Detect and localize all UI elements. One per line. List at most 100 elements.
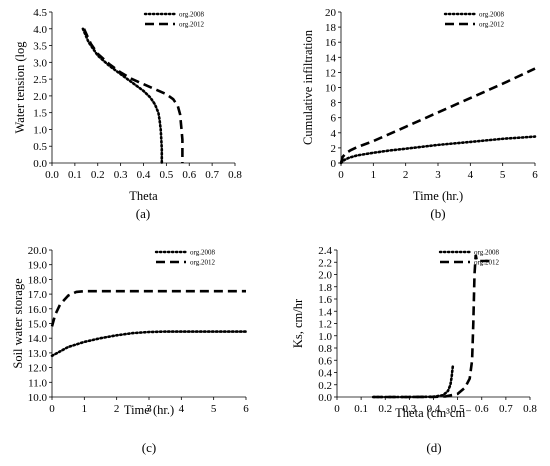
- x-tick-label: 0.5: [160, 169, 174, 181]
- x-axis-label: Theta: [129, 189, 158, 203]
- series-line-org-2012: [373, 254, 494, 399]
- y-axis-label: Cumulative infiltration: [301, 29, 315, 145]
- y-tick-label: 0: [331, 158, 337, 170]
- y-tick-label: 1.0: [33, 124, 47, 136]
- x-tick-label: 0.7: [205, 169, 219, 181]
- x-tick-label: 0.7: [499, 403, 513, 415]
- y-tick-label: 0.4: [318, 368, 332, 380]
- x-tick-label: 0.3: [403, 403, 417, 415]
- chart-panel-1: 0.0 0.1 0.2 0.3 0.4 0.5 0.6 0.7 0.8 0.0 0.5 1.0 1.5 2…: [13, 7, 242, 221]
- x-tick-label: 2: [403, 169, 409, 181]
- y-tick-label: 3.5: [33, 41, 47, 53]
- y-axis-label: Water tension (log: [13, 41, 27, 134]
- x-axis-label: Time (hr.): [124, 403, 174, 417]
- y-tick-label: 8: [331, 98, 337, 110]
- x-tick-label: 0.6: [475, 403, 489, 415]
- series-line-org-2008: [371, 365, 455, 399]
- x-tick-label: 0.4: [137, 169, 151, 181]
- x-tick-label: 0.8: [523, 403, 537, 415]
- y-tick-label: 10.0: [28, 392, 48, 404]
- y-axis-label: Soil water storage: [11, 278, 25, 369]
- y-tick-label: 2: [331, 143, 337, 155]
- y-tick-label: 1.0: [318, 331, 332, 343]
- y-tick-label: 17.0: [28, 289, 48, 301]
- y-tick-label: 0.0: [33, 158, 47, 170]
- x-tick-label: 4: [468, 169, 474, 181]
- y-tick-label: 16.0: [28, 304, 48, 316]
- x-tick-label: 0.3: [114, 169, 128, 181]
- x-tick-label: 0.2: [91, 169, 105, 181]
- y-tick-label: 4.0: [33, 24, 47, 36]
- x-tick-label: 0: [338, 169, 344, 181]
- y-tick-label: 0.6: [318, 355, 332, 367]
- x-tick-label: 2: [114, 403, 120, 415]
- y-tick-label: 12.0: [28, 363, 48, 375]
- y-tick-label: 4: [331, 128, 337, 140]
- panel-caption: (b): [430, 206, 445, 221]
- x-tick-label: 1: [82, 403, 88, 415]
- y-tick-label: 6: [331, 113, 337, 125]
- y-axis-label: Ks, cm/hr: [291, 298, 305, 348]
- y-tick-label: 20: [325, 7, 337, 19]
- panel-caption: (d): [426, 440, 441, 455]
- y-tick-label: 2.2: [318, 257, 332, 269]
- y-tick-label: 18.0: [28, 274, 48, 286]
- y-tick-label: 19.0: [28, 260, 48, 272]
- y-tick-label: 1.2: [318, 319, 332, 331]
- x-tick-label: 0: [49, 403, 55, 415]
- panel-caption: (a): [136, 206, 150, 221]
- series-line-org-2012: [339, 67, 536, 164]
- y-tick-label: 0.2: [318, 380, 332, 392]
- legend-label: org.2008: [190, 249, 215, 257]
- y-tick-label: 14.0: [28, 333, 48, 345]
- y-tick-label: 3.0: [33, 57, 47, 69]
- legend-label: org.2012: [190, 259, 215, 267]
- legend-label: org.2012: [479, 21, 504, 29]
- legend-label: org.2008: [474, 249, 499, 257]
- x-tick-label: 0.8: [228, 169, 242, 181]
- x-tick-label: 0.2: [378, 403, 392, 415]
- chart-panel-4: 0 0.1 0.2 0.3 0.4 0.5 0.6 0.7 0.80.00.20.40.60.8…: [291, 245, 537, 455]
- x-tick-label: 5: [211, 403, 217, 415]
- chart-panel-3: 0 1 2 3 4 5 6 10.0 11.0 12.0 13.0 14.0 15.0 16.0 17.0 1…: [11, 245, 249, 455]
- series-line-org-2012: [50, 289, 246, 327]
- x-tick-label: 1: [371, 169, 377, 181]
- x-tick-label: 0.6: [182, 169, 196, 181]
- panel-caption: (c): [142, 440, 156, 455]
- y-tick-label: 1.6: [318, 294, 332, 306]
- x-tick-label: 0.5: [451, 403, 465, 415]
- x-tick-label: 0.1: [354, 403, 368, 415]
- y-tick-label: 1.8: [318, 282, 332, 294]
- y-tick-label: 18: [325, 22, 337, 34]
- x-tick-label: 6: [243, 403, 249, 415]
- legend-label: org.2008: [479, 11, 504, 19]
- y-tick-label: 15.0: [28, 319, 48, 331]
- x-tick-label: 4: [179, 403, 185, 415]
- y-tick-label: 16: [325, 37, 337, 49]
- y-tick-label: 0.5: [33, 141, 47, 153]
- y-tick-label: 2.0: [318, 270, 332, 282]
- y-tick-label: 13.0: [28, 348, 48, 360]
- y-tick-label: 0.8: [318, 343, 332, 355]
- y-tick-label: 14: [325, 52, 337, 64]
- y-tick-label: 1.5: [33, 108, 47, 120]
- y-tick-label: 20.0: [28, 245, 48, 257]
- y-tick-label: 0.0: [318, 392, 332, 404]
- series-line-org-2008: [50, 330, 248, 358]
- legend-label: org.2008: [179, 11, 204, 19]
- series-line-org-2008: [81, 27, 164, 165]
- x-tick-label: 0.4: [427, 403, 441, 415]
- x-tick-label: 3: [435, 169, 441, 181]
- x-axis-label: Theta (cm³cm⁻: [395, 406, 472, 420]
- y-tick-label: 2.5: [33, 74, 47, 86]
- y-tick-label: 10: [325, 83, 337, 95]
- y-tick-label: 2.4: [318, 245, 332, 257]
- x-tick-label: 6: [532, 169, 538, 181]
- series-line-org-2008: [339, 135, 537, 165]
- series-line-org-2012: [82, 28, 184, 163]
- x-tick-label: 0: [334, 403, 340, 415]
- y-tick-label: 4.5: [33, 7, 47, 19]
- y-tick-label: 2.0: [33, 91, 47, 103]
